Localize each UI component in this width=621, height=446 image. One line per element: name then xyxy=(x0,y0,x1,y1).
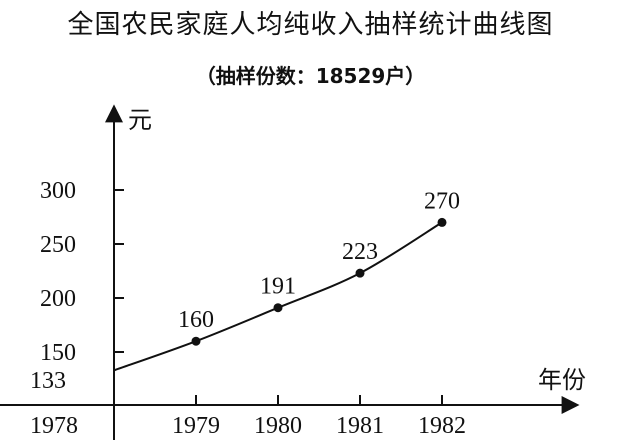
data-points: 160 191 223 270 xyxy=(178,188,460,346)
y-tick-label: 300 xyxy=(40,178,76,204)
data-label: 191 xyxy=(260,274,296,300)
x-tick-label: 1981 xyxy=(336,413,384,439)
data-label: 270 xyxy=(424,188,460,214)
y-tick-label: 200 xyxy=(40,286,76,312)
data-point xyxy=(355,268,365,278)
y-axis-label: 元 xyxy=(128,106,152,134)
x-ticks: 1979 1980 1981 1982 xyxy=(172,395,466,439)
y-origin-label: 133 xyxy=(30,368,66,394)
data-point xyxy=(273,303,283,313)
y-ticks: 150 200 250 300 xyxy=(40,178,124,366)
x-origin-label: 1978 xyxy=(30,413,78,439)
x-tick-label: 1982 xyxy=(418,413,466,439)
data-label: 223 xyxy=(342,239,378,265)
data-point xyxy=(437,217,447,227)
x-tick-label: 1979 xyxy=(172,413,220,439)
chart-title: 全国农民家庭人均纯收入抽样统计曲线图 xyxy=(67,10,554,40)
x-axis-label: 年份 xyxy=(538,366,586,394)
data-label: 160 xyxy=(178,307,214,333)
x-tick-label: 1980 xyxy=(254,413,302,439)
data-point xyxy=(191,336,201,346)
y-tick-label: 250 xyxy=(40,232,76,258)
chart-subtitle: （抽样份数：18529户） xyxy=(195,64,426,88)
y-tick-label: 150 xyxy=(40,340,76,366)
